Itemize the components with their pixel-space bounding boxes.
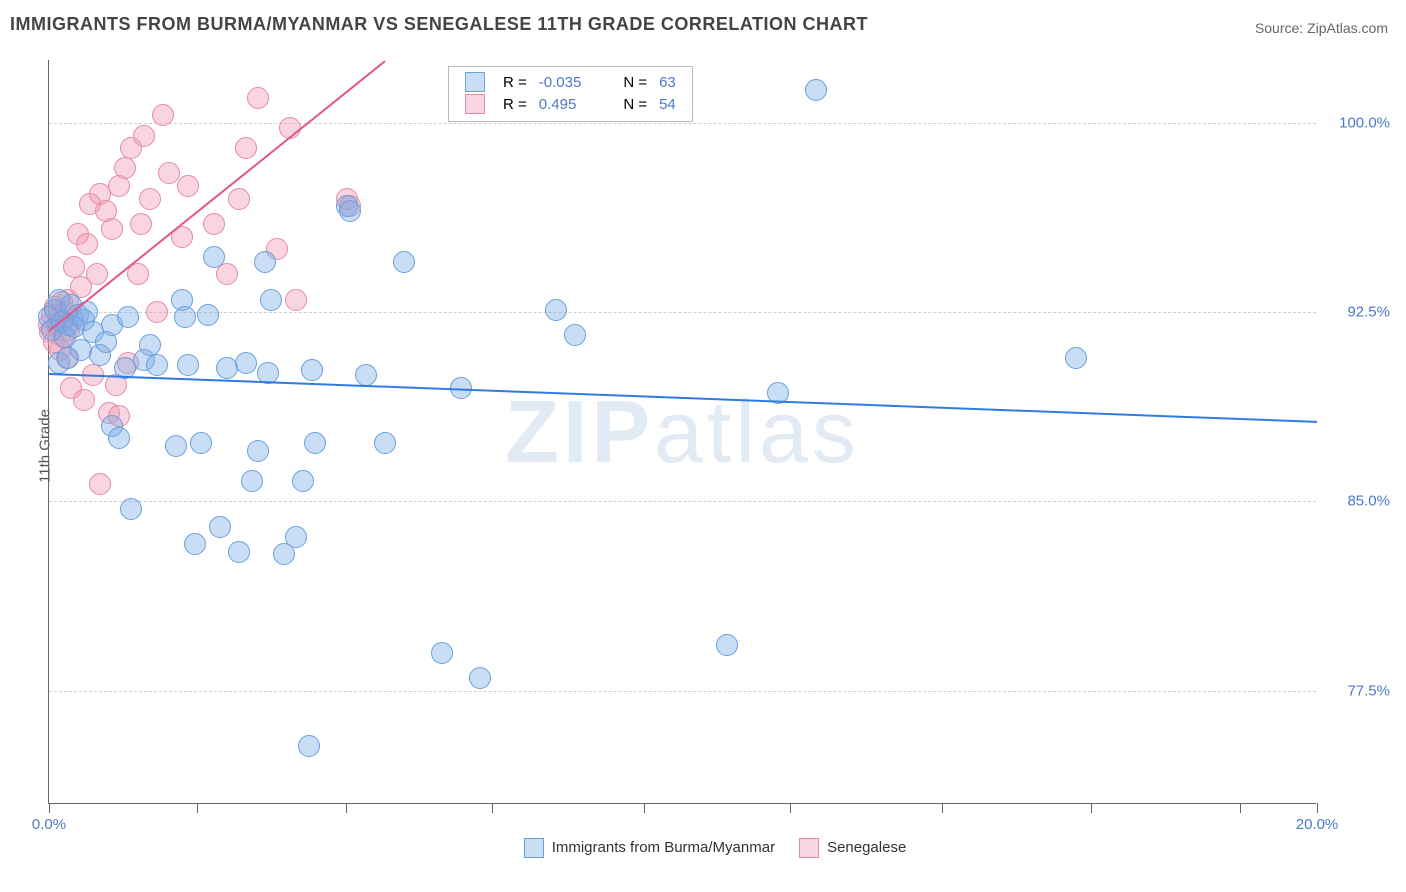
data-point — [285, 289, 307, 311]
x-tick-mark — [49, 803, 50, 813]
data-point — [254, 251, 276, 273]
data-point — [120, 498, 142, 520]
gridline — [49, 691, 1316, 692]
x-tick-mark — [492, 803, 493, 813]
data-point — [298, 735, 320, 757]
legend-series: Immigrants from Burma/Myanmar Senegalese — [0, 838, 1406, 858]
x-tick-mark — [197, 803, 198, 813]
gridline — [49, 123, 1316, 124]
data-point — [304, 432, 326, 454]
legend-row: R =-0.035 N =63 — [459, 71, 682, 93]
data-point — [1065, 347, 1087, 369]
data-point — [355, 364, 377, 386]
data-point — [564, 324, 586, 346]
data-point — [339, 200, 361, 222]
legend-R-label: R = — [497, 93, 533, 115]
gridline — [49, 312, 1316, 313]
legend-R-value: 0.495 — [533, 93, 588, 115]
legend-N-label: N = — [617, 93, 653, 115]
plot-area: ZIPatlas 77.5%85.0%92.5%100.0%0.0%20.0% — [48, 60, 1316, 804]
legend-row: R =0.495 N =54 — [459, 93, 682, 115]
data-point — [146, 301, 168, 323]
data-point — [190, 432, 212, 454]
data-point — [805, 79, 827, 101]
data-point — [374, 432, 396, 454]
data-point — [73, 389, 95, 411]
data-point — [133, 125, 155, 147]
data-point — [545, 299, 567, 321]
data-point — [203, 246, 225, 268]
data-point — [301, 359, 323, 381]
legend-N-value: 63 — [653, 71, 682, 93]
data-point — [152, 104, 174, 126]
data-point — [393, 251, 415, 273]
gridline — [49, 501, 1316, 502]
data-point — [146, 354, 168, 376]
legend-series-label: Senegalese — [827, 839, 906, 856]
data-point — [86, 263, 108, 285]
data-point — [285, 526, 307, 548]
y-tick-label: 92.5% — [1326, 304, 1390, 321]
data-point — [108, 427, 130, 449]
data-point — [139, 334, 161, 356]
y-tick-label: 85.0% — [1326, 493, 1390, 510]
chart-title: IMMIGRANTS FROM BURMA/MYANMAR VS SENEGAL… — [10, 14, 868, 35]
y-tick-label: 77.5% — [1326, 682, 1390, 699]
legend-N-label: N = — [617, 71, 653, 93]
data-point — [174, 306, 196, 328]
x-tick-mark — [942, 803, 943, 813]
data-point — [76, 233, 98, 255]
x-tick-label: 0.0% — [32, 816, 66, 833]
source-label: Source: ZipAtlas.com — [1255, 20, 1388, 36]
data-point — [130, 213, 152, 235]
data-point — [431, 642, 453, 664]
data-point — [228, 541, 250, 563]
x-tick-mark — [790, 803, 791, 813]
x-tick-mark — [644, 803, 645, 813]
data-point — [716, 634, 738, 656]
data-point — [139, 188, 161, 210]
data-point — [235, 137, 257, 159]
data-point — [101, 218, 123, 240]
data-point — [89, 473, 111, 495]
legend-swatch — [524, 838, 544, 858]
legend-swatch — [799, 838, 819, 858]
legend-R-label: R = — [497, 71, 533, 93]
data-point — [469, 667, 491, 689]
legend-swatch — [465, 94, 485, 114]
data-point — [177, 175, 199, 197]
data-point — [241, 470, 263, 492]
x-tick-mark — [1091, 803, 1092, 813]
legend-swatch — [465, 72, 485, 92]
data-point — [235, 352, 257, 374]
legend-R-value: -0.035 — [533, 71, 588, 93]
data-point — [165, 435, 187, 457]
data-point — [63, 256, 85, 278]
legend-N-value: 54 — [653, 93, 682, 115]
data-point — [117, 306, 139, 328]
x-tick-mark — [1240, 803, 1241, 813]
legend-correlation-box: R =-0.035 N =63 R =0.495 N =54 — [448, 66, 693, 122]
data-point — [292, 470, 314, 492]
data-point — [177, 354, 199, 376]
data-point — [247, 440, 269, 462]
data-point — [247, 87, 269, 109]
data-point — [114, 157, 136, 179]
data-point — [260, 289, 282, 311]
data-point — [203, 213, 225, 235]
x-tick-mark — [1317, 803, 1318, 813]
watermark: ZIPatlas — [505, 381, 860, 483]
data-point — [209, 516, 231, 538]
data-point — [158, 162, 180, 184]
y-tick-label: 100.0% — [1326, 115, 1390, 132]
legend-series-label: Immigrants from Burma/Myanmar — [552, 839, 775, 856]
x-tick-mark — [346, 803, 347, 813]
trend-line — [49, 373, 1317, 423]
data-point — [228, 188, 250, 210]
x-tick-label: 20.0% — [1296, 816, 1339, 833]
data-point — [197, 304, 219, 326]
data-point — [216, 263, 238, 285]
data-point — [184, 533, 206, 555]
